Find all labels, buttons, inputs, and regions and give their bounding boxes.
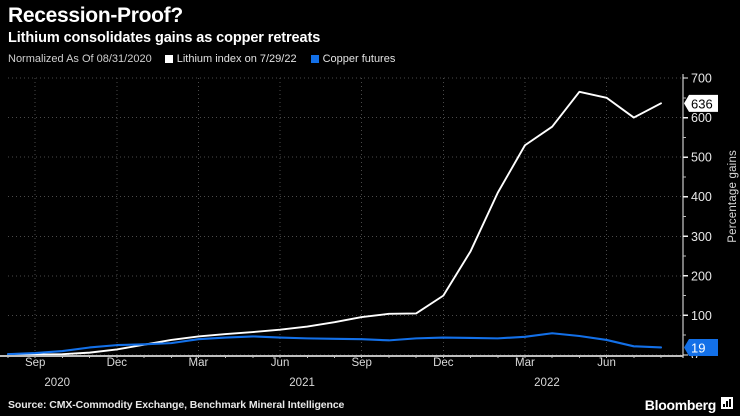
x-axis-tick-label: Dec: [433, 357, 454, 369]
x-axis-labels: Sep Dec Mar Jun Sep Dec Mar Jun 2020 2021 2022: [0, 357, 686, 399]
chart-subtitle: Lithium consolidates gains as copper ret…: [8, 30, 321, 46]
value-flags: 636 19: [684, 94, 718, 356]
square-swatch-icon: [164, 55, 173, 63]
legend-item-lithium[interactable]: Lithium index on 7/29/22: [164, 52, 297, 66]
y-axis-tick-label: 500: [691, 151, 712, 165]
series-lines: [6, 90, 663, 356]
x-axis-tick-label: Dec: [106, 357, 128, 369]
value-flag-label: 19: [691, 340, 705, 355]
y-axis-tick-label: 600: [691, 111, 712, 125]
y-axis-tick-label: 700: [691, 72, 712, 86]
value-flag-shape: [684, 94, 718, 112]
normalized-note: Normalized As Of 08/31/2020: [8, 53, 152, 65]
y-axis-tick-label: 200: [691, 269, 712, 283]
chart-footer: Source: CMX-Commodity Exchange, Benchmar…: [0, 394, 740, 416]
chart-header: Recession-Proof? Lithium consolidates ga…: [8, 0, 740, 66]
x-axis-tick-label: Mar: [188, 357, 209, 369]
legend-item-copper[interactable]: Copper futures: [310, 52, 396, 66]
x-axis-tick-label: Jun: [597, 357, 616, 369]
gridlines: [8, 77, 683, 356]
x-axis: [0, 355, 683, 358]
legend-label-copper: Copper futures: [322, 53, 396, 65]
x-axis-tick-label: Jun: [270, 357, 290, 369]
bloomberg-wordmark: Bloomberg: [644, 397, 717, 413]
x-axis-year-label: 2020: [44, 377, 70, 389]
lithium-value-flag: 636: [684, 94, 718, 112]
page-title: Recession-Proof?: [8, 4, 183, 27]
copper-value-flag: 19: [684, 338, 718, 356]
y-axis-title: Percentage gains: [727, 150, 739, 243]
square-swatch-icon: [310, 55, 319, 63]
y-axis-tick-label: 100: [691, 309, 712, 323]
source-note: Source: CMX-Commodity Exchange, Benchmar…: [8, 399, 345, 411]
series-line-lithium: [7, 90, 662, 356]
y-axis-tick-label: 400: [691, 190, 712, 204]
chart-legend: Normalized As Of 08/31/2020 Lithium inde…: [8, 52, 740, 66]
legend-label-lithium: Lithium index on 7/29/22: [176, 53, 297, 65]
x-axis-year-label: 2021: [289, 377, 315, 389]
x-axis-tick-label: Sep: [351, 357, 372, 369]
y-axis: 0100200300400500600700: [682, 72, 712, 358]
value-flag-label: 636: [691, 96, 713, 111]
x-axis-tick-label: Mar: [515, 357, 535, 369]
bar-chart-icon: [721, 396, 733, 414]
x-axis-year-label: 2022: [534, 377, 560, 389]
y-axis-tick-label: 300: [691, 230, 712, 244]
x-axis-tick-label: Sep: [24, 357, 46, 369]
value-flag-shape: [684, 338, 718, 356]
bloomberg-brand: Bloomberg: [645, 396, 740, 414]
series-line-copper: [6, 332, 663, 356]
